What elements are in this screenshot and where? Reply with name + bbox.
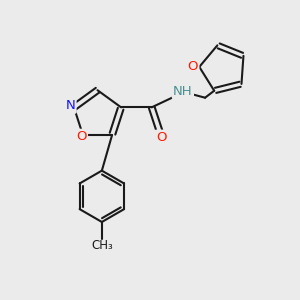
Text: NH: NH xyxy=(173,85,193,98)
Text: O: O xyxy=(156,131,166,144)
Text: O: O xyxy=(76,130,87,143)
Text: O: O xyxy=(188,60,198,74)
Text: CH₃: CH₃ xyxy=(91,239,113,252)
Text: N: N xyxy=(65,99,75,112)
